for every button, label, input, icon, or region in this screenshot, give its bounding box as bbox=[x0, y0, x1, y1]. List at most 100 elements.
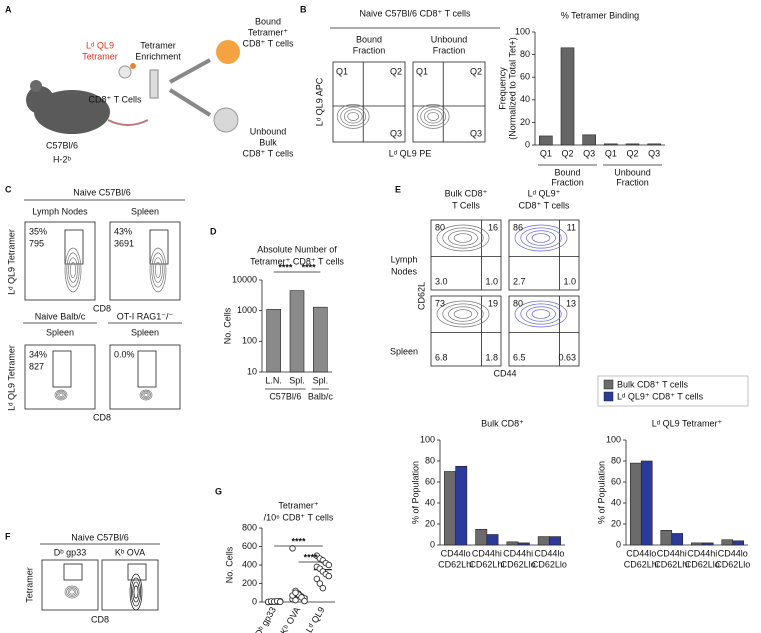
x-tick-label: CD44hi bbox=[687, 548, 717, 558]
tetramer-label: Tetramer bbox=[82, 51, 118, 61]
quadrant-value: 1.0 bbox=[563, 276, 576, 286]
bar bbox=[582, 134, 596, 146]
gate bbox=[64, 229, 84, 265]
panel-letter: C bbox=[5, 184, 12, 194]
plot-label: Bound bbox=[356, 34, 382, 44]
flow-plot bbox=[508, 295, 580, 367]
y-axis-label: % of Population bbox=[410, 461, 420, 524]
bar bbox=[455, 465, 468, 546]
legend-swatch bbox=[603, 379, 614, 390]
x-tick-label: CD62Lhi bbox=[469, 559, 504, 569]
contour bbox=[129, 573, 143, 611]
y-tick-label: 40 bbox=[520, 94, 530, 104]
legend-entry: Lᵈ QL9⁺ CD8⁺ T cells bbox=[617, 391, 704, 401]
quadrant: Q2 bbox=[470, 66, 482, 76]
y-axis-label: (Normalized to Total Tet+) bbox=[507, 37, 517, 139]
panel-letter: E bbox=[395, 184, 401, 194]
significance: **** bbox=[304, 552, 319, 562]
chart-title: Absolute Number of bbox=[257, 244, 337, 254]
quadrant-value: 73 bbox=[435, 298, 445, 308]
quadrant: Q1 bbox=[336, 66, 348, 76]
column-label: CD8⁺ T cells bbox=[519, 200, 570, 210]
legend-entry: Bulk CD8⁺ T cells bbox=[617, 379, 688, 389]
contour bbox=[448, 306, 478, 322]
flow-plot bbox=[109, 344, 181, 410]
point bbox=[325, 561, 333, 569]
x-tick-label: CD62Llo bbox=[715, 559, 750, 569]
flow-plot bbox=[412, 61, 486, 143]
panel-letter: D bbox=[210, 226, 217, 236]
x-tick-label: CD44hi bbox=[503, 548, 533, 558]
contour bbox=[130, 577, 142, 607]
bar bbox=[732, 540, 745, 546]
x-tick-label: CD62Lhi bbox=[624, 559, 659, 569]
bound-label: CD8⁺ T cells bbox=[243, 38, 294, 48]
y-tick-label: 100 bbox=[242, 336, 257, 346]
quadrant-value: 13 bbox=[566, 298, 576, 308]
y-tick-label: 10 bbox=[247, 366, 257, 376]
bar bbox=[690, 542, 703, 546]
bar bbox=[660, 529, 673, 546]
chart-title: Lᵈ QL9 Tetramer⁺ bbox=[652, 418, 723, 428]
contour bbox=[420, 106, 446, 127]
contour bbox=[514, 224, 568, 252]
y-tick-label: 0 bbox=[616, 539, 621, 549]
contour bbox=[58, 392, 64, 398]
panel-title: Naive C57Bl/6 bbox=[73, 187, 131, 197]
x-tick-label: Q1 bbox=[540, 148, 552, 158]
bar bbox=[475, 528, 488, 546]
contour bbox=[427, 111, 439, 121]
percent: 35% bbox=[29, 226, 47, 236]
y-tick-label: 400 bbox=[242, 559, 257, 569]
contour bbox=[54, 389, 68, 401]
x-tick-label: Q3 bbox=[583, 148, 595, 158]
x-tick-label: Spl. bbox=[289, 375, 305, 385]
y-tick-label: 60 bbox=[425, 476, 435, 486]
y-axis-label: No. Cells bbox=[224, 546, 234, 583]
y-tick-label: 20 bbox=[425, 518, 435, 528]
y-tick-label: 20 bbox=[520, 117, 530, 127]
contour bbox=[57, 391, 65, 399]
contour bbox=[133, 585, 139, 599]
y-tick-label: 600 bbox=[242, 541, 257, 551]
bar bbox=[539, 135, 553, 146]
legend bbox=[597, 375, 749, 407]
mouse-label: H-2ᵇ bbox=[53, 154, 72, 164]
contour bbox=[436, 300, 490, 328]
panel-title: Naive C57Bl/6 CD8⁺ T cells bbox=[360, 8, 471, 18]
y-tick-label: 60 bbox=[520, 72, 530, 82]
flow-plot bbox=[508, 219, 580, 291]
significance: **** bbox=[302, 262, 317, 272]
plot-label: Spleen bbox=[131, 327, 159, 337]
y-tick-label: 80 bbox=[520, 49, 530, 59]
y-tick-label: 80 bbox=[425, 455, 435, 465]
group-label: Fraction bbox=[616, 177, 649, 187]
bar bbox=[604, 143, 618, 146]
contour bbox=[69, 262, 77, 278]
y-axis-label: Tetramer bbox=[24, 567, 34, 603]
panel-letter: F bbox=[5, 531, 11, 541]
contour bbox=[154, 262, 162, 278]
unbound-label: Bulk bbox=[259, 137, 277, 147]
plot-label: Unbound bbox=[431, 34, 468, 44]
bar bbox=[671, 533, 684, 546]
x-tick-label: L.N. bbox=[265, 375, 282, 385]
y-axis-label: Frequency bbox=[497, 67, 507, 110]
point bbox=[276, 598, 284, 606]
step-label: Enrichment bbox=[135, 51, 181, 61]
y-tick-label: 100 bbox=[420, 434, 435, 444]
contour bbox=[68, 257, 78, 283]
contour bbox=[132, 581, 140, 603]
plot-label: Lymph Nodes bbox=[32, 206, 88, 216]
plot-label: Fraction bbox=[353, 45, 386, 55]
bar bbox=[640, 460, 653, 546]
point bbox=[292, 589, 299, 596]
contour bbox=[151, 252, 165, 288]
bar bbox=[506, 541, 519, 546]
y-tick-label: 40 bbox=[425, 497, 435, 507]
y-tick-label: 10000 bbox=[232, 274, 257, 284]
bar bbox=[486, 534, 499, 546]
contour bbox=[526, 306, 556, 322]
bar bbox=[549, 536, 561, 546]
contour bbox=[526, 230, 556, 246]
